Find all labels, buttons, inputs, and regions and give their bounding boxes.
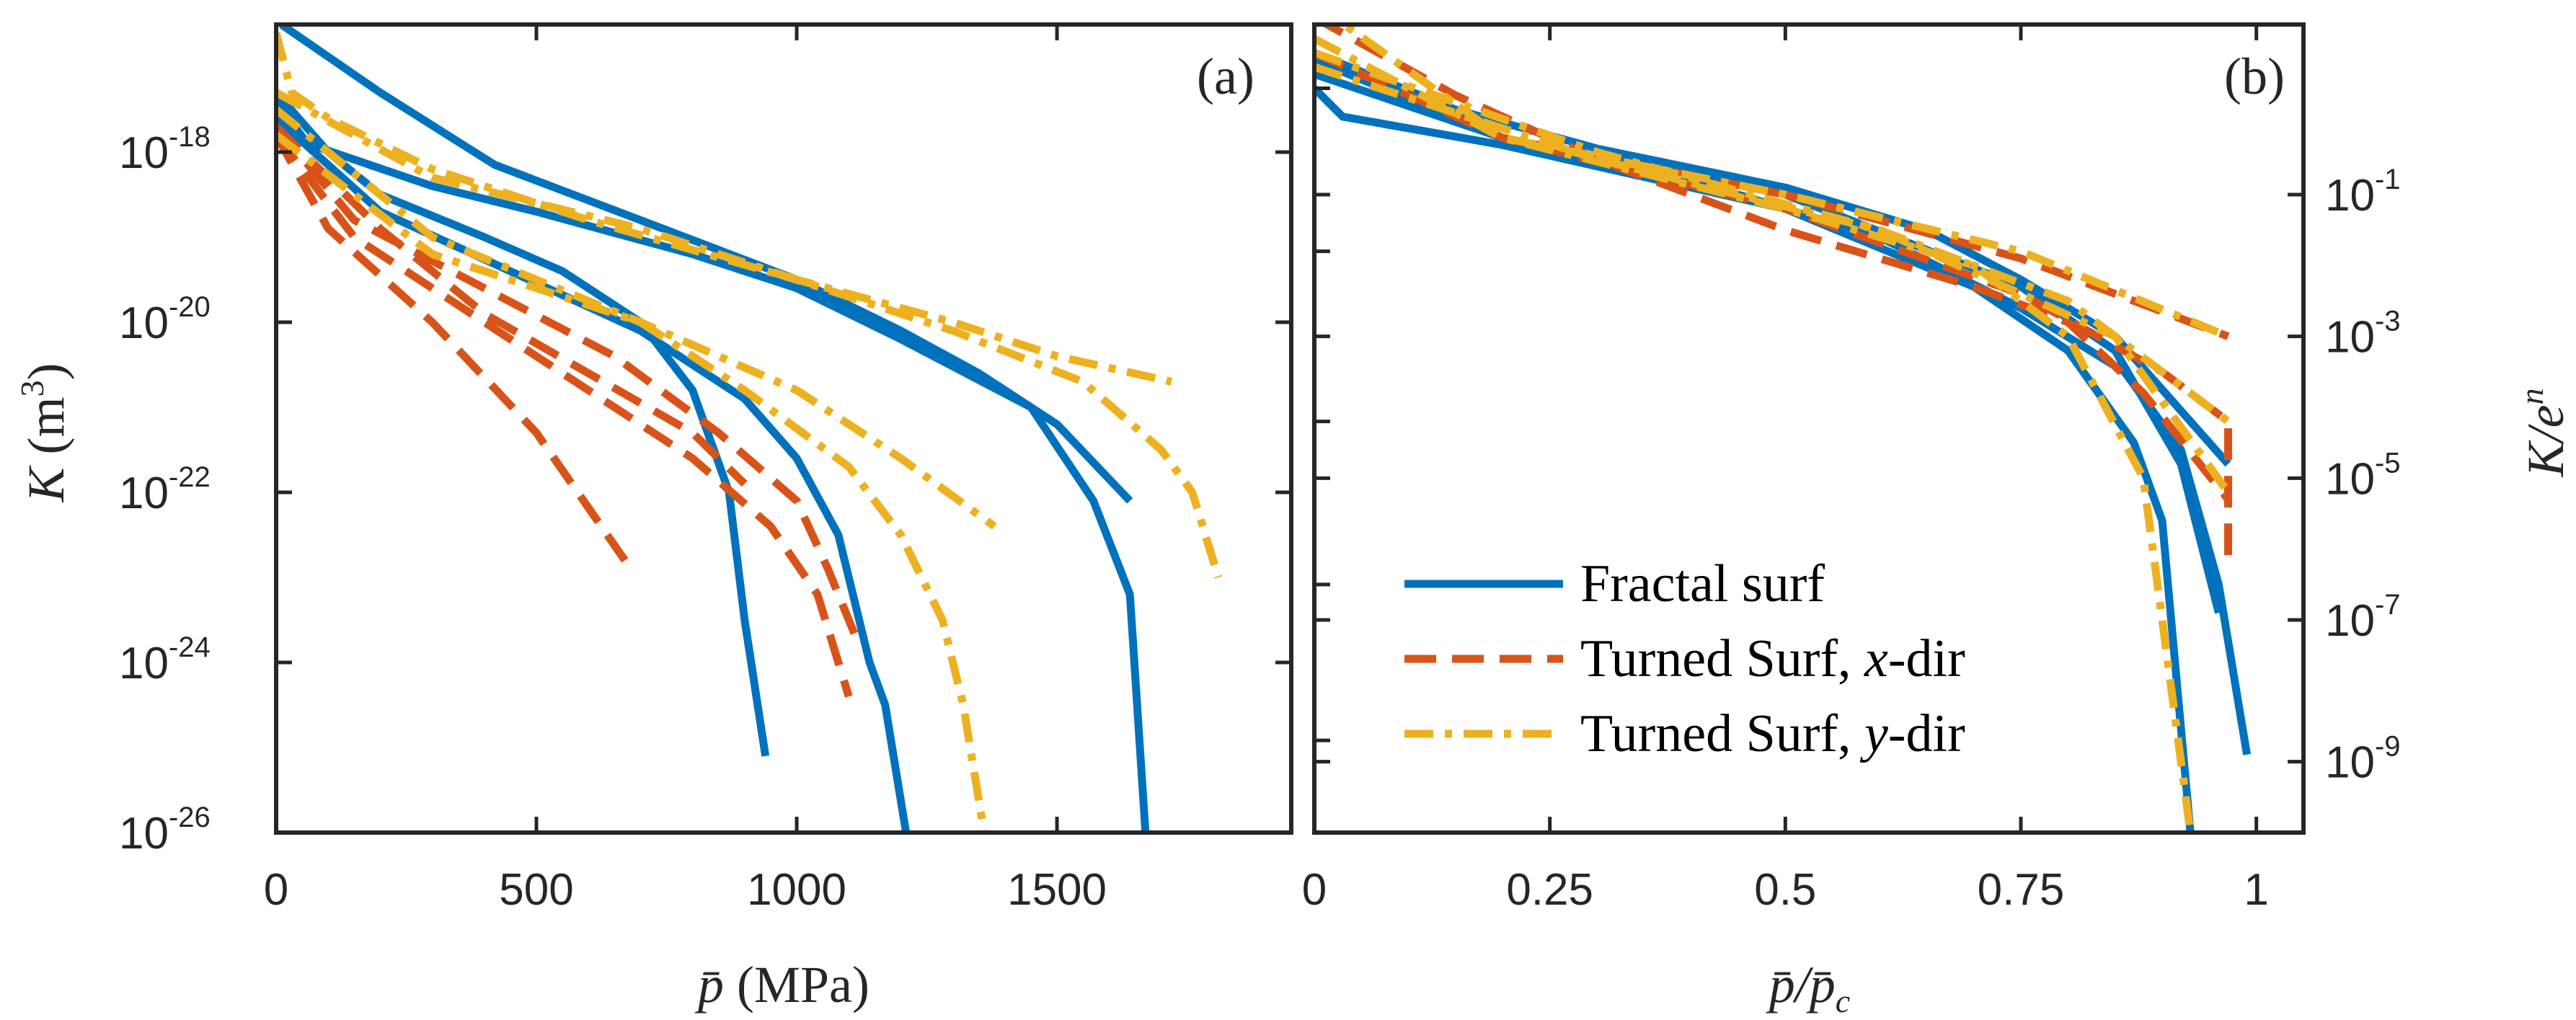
y-tick-label: 10-3: [2325, 306, 2401, 363]
x-tick-label: 1: [2244, 865, 2268, 915]
series-line-solid-3: [276, 115, 911, 833]
axes-box: [1312, 22, 2306, 835]
series-line-dashdot-10: [1314, 63, 2231, 495]
legend-label-x-dir: Turned Surf, x-dir: [1580, 629, 1965, 688]
panel-b-label: (b): [2224, 48, 2285, 105]
series-line-dashdot-9: [1314, 49, 2231, 425]
series-line-dashed-4: [1319, 25, 2231, 502]
series-line-dashed-6: [1314, 49, 2232, 571]
series-line-dashdot-11: [276, 132, 988, 833]
panel-a-xlabel: p̄ (MPa): [694, 956, 869, 1014]
y-tick-label: 10-26: [119, 802, 211, 859]
series-group: [1314, 25, 2252, 833]
series-line-dashdot-8: [276, 32, 1173, 386]
y-tick-label: 10-7: [2325, 589, 2401, 646]
series-line-solid-2: [276, 89, 770, 757]
x-tick-label: 0: [264, 865, 288, 915]
panel-a-label: (a): [1197, 48, 1254, 105]
x-tick-label: 0.5: [1754, 865, 1816, 915]
panel-a-ylabel: K (m3): [14, 363, 75, 503]
x-tick-label: 0.25: [1506, 865, 1593, 915]
y-tick-label: 10-18: [119, 121, 211, 178]
legend: Fractal surf Turned Surf, x-dir Turned S…: [1404, 554, 1965, 763]
series-line-dashdot-7: [1337, 25, 2230, 340]
panel-b-ylabel: K/en: [2513, 389, 2575, 478]
x-tick-label: 0.75: [1978, 865, 2065, 915]
series-line-solid-1: [276, 98, 1150, 833]
panel-b-xlabel: p̄/p̄c: [1766, 956, 1850, 1019]
legend-label-fractal: Fractal surf: [1580, 554, 1825, 613]
panel-a: 0 500 1000 1500 10-18 10-20 10-22 10-24 10-26: [119, 22, 1293, 915]
series-line-dashed-5: [276, 133, 853, 698]
series-line-dashdot-9: [276, 89, 1223, 579]
series-line-dashed-4: [276, 133, 629, 563]
x-tick-label: 1000: [747, 865, 846, 915]
x-tick-label: 500: [499, 865, 573, 915]
x-tick-label: 0: [1302, 865, 1327, 915]
panel-b: 0 0.25 0.5 0.75 1 10-1 10-3 10-5 10-7 10-9: [1302, 22, 2401, 915]
series-group: [276, 25, 1223, 833]
series-line-dashed-6: [276, 124, 863, 647]
x-tick-label: 1500: [1007, 865, 1107, 915]
y-tick-label: 10-1: [2325, 164, 2401, 221]
y-tick-label: 10-20: [119, 291, 211, 348]
y-tick-label: 10-5: [2325, 447, 2401, 504]
series-line-dashed-7: [276, 123, 748, 487]
y-tick-label: 10-24: [119, 631, 211, 688]
y-tick-label: 10-9: [2325, 731, 2401, 788]
legend-label-y-dir: Turned Surf, y-dir: [1580, 704, 1965, 763]
axes-box: [274, 22, 1293, 835]
y-tick-label: 10-22: [119, 461, 211, 518]
